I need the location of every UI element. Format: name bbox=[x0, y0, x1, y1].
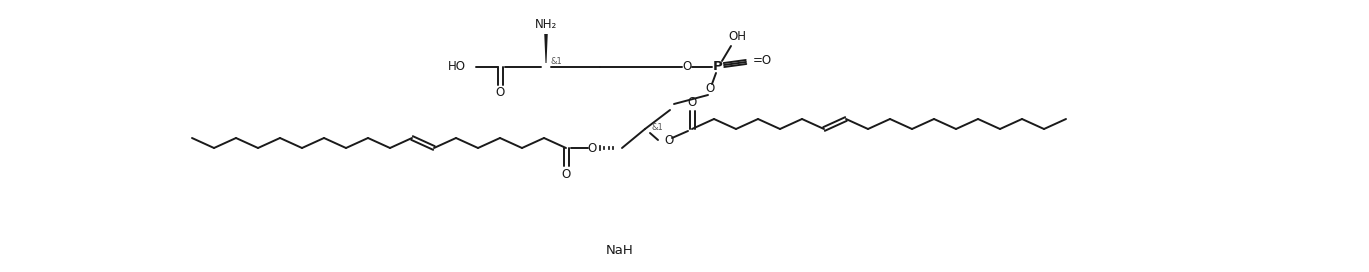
Text: &1: &1 bbox=[550, 57, 561, 66]
Text: NH₂: NH₂ bbox=[535, 17, 557, 30]
Text: NaH: NaH bbox=[606, 243, 634, 256]
Polygon shape bbox=[545, 34, 548, 63]
Text: =O: =O bbox=[753, 54, 772, 67]
Text: O: O bbox=[682, 60, 691, 73]
Text: OH: OH bbox=[728, 30, 746, 44]
Text: O: O bbox=[496, 86, 505, 100]
Text: O: O bbox=[687, 95, 697, 109]
Text: O: O bbox=[705, 82, 715, 95]
Text: O: O bbox=[664, 134, 674, 147]
Text: O: O bbox=[587, 141, 597, 154]
Text: &1: &1 bbox=[652, 122, 663, 131]
Text: P: P bbox=[713, 60, 723, 73]
Text: O: O bbox=[561, 168, 571, 181]
Text: HO: HO bbox=[448, 60, 465, 73]
